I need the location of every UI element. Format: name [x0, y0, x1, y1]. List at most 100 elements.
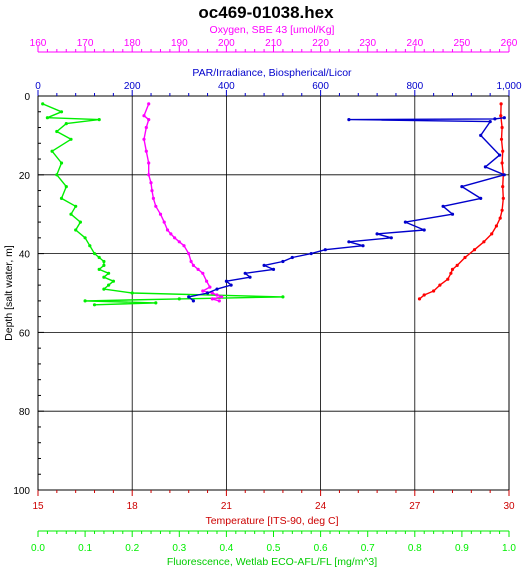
fluorescence-data-point [130, 291, 134, 295]
par-axis-label: PAR/Irradiance, Biospherical/Licor [192, 67, 352, 79]
fluorescence-tick-label: 1.0 [502, 543, 516, 554]
par-data-point [460, 185, 464, 189]
fluorescence-axis-label: Fluorescence, Wetlab ECO-AFL/FL [mg/m^3] [167, 556, 377, 568]
oxygen-data-point [151, 196, 155, 200]
plot-area [37, 95, 510, 491]
par-data-point [441, 204, 445, 208]
oxygen-series-line [143, 103, 223, 302]
temperature-tick-label: 15 [32, 501, 44, 512]
oxygen-data-point [165, 228, 170, 232]
fluorescence-data-point [83, 236, 87, 240]
fluorescence-data-point [107, 271, 111, 275]
oxygen-data-point [142, 137, 146, 141]
par-tick-label: 200 [124, 81, 141, 92]
par-data-point [479, 196, 483, 200]
fluorescence-tick-label: 0.0 [31, 543, 45, 554]
temperature-data-point [449, 271, 453, 275]
temperature-data-point [450, 267, 455, 271]
fluorescence-data-point [177, 297, 181, 301]
par-data-point [224, 279, 228, 283]
fluorescence-data-point [102, 275, 106, 279]
oxygen-data-point [210, 291, 214, 295]
par-data-point [281, 259, 285, 264]
oxygen-data-point [162, 220, 166, 224]
par-data-point [191, 299, 195, 303]
temperature-tick-label: 24 [315, 501, 327, 512]
temperature-tick-label: 30 [503, 501, 515, 512]
fluorescence-tick-label: 0.3 [172, 543, 186, 554]
par-tick-label: 1,000 [496, 81, 521, 92]
fluorescence-tick-label: 0.5 [267, 543, 281, 554]
oxygen-data-point [187, 252, 191, 256]
temperature-data-point [463, 255, 467, 260]
temperature-tick-label: 18 [127, 501, 139, 512]
oxygen-tick-label: 160 [30, 38, 47, 49]
fluorescence-data-point [97, 255, 101, 260]
par-data-point [483, 165, 487, 169]
par-data-point [403, 220, 407, 224]
temperature-data-point [501, 196, 505, 200]
par-data-point [375, 232, 379, 236]
fluorescence-data-point [92, 252, 97, 256]
oxygen-data-point [208, 285, 212, 289]
oxygen-tick-label: 190 [171, 38, 188, 49]
oxygen-tick-label: 230 [359, 38, 376, 49]
temperature-data-point [494, 224, 498, 228]
temperature-data-point [472, 248, 477, 252]
oxygen-data-point [154, 204, 158, 208]
fluorescence-tick-label: 0.1 [78, 543, 92, 554]
temperature-data-point [501, 149, 505, 153]
fluorescence-series-line [42, 103, 284, 306]
temperature-data-point [499, 114, 503, 118]
temperature-axis-label: Temperature [ITS-90, deg C] [205, 515, 338, 527]
fluorescence-tick-label: 0.2 [125, 543, 139, 554]
par-data-point [187, 295, 191, 299]
par-data-point [243, 271, 247, 275]
fluorescence-data-point [59, 161, 64, 165]
oxygen-data-point [173, 236, 177, 240]
par-data-point [290, 255, 294, 260]
par-data-point [271, 267, 276, 271]
fluorescence-data-point [281, 295, 285, 299]
oxygen-data-point [215, 293, 219, 297]
par-tick-label: 800 [406, 81, 423, 92]
temperature-data-point [499, 102, 503, 106]
temperature-data-point [501, 185, 505, 189]
temperature-data-point [499, 137, 504, 141]
oxygen-axis-label: Oxygen, SBE 43 [umol/Kg] [210, 24, 335, 36]
fluorescence-data-point [102, 259, 106, 264]
depth-tick-label: 80 [19, 407, 31, 418]
oxygen-tick-label: 220 [312, 38, 329, 49]
temperature-data-point [482, 240, 486, 244]
par-data-point [229, 283, 233, 287]
fluorescence-data-point [102, 263, 106, 267]
depth-tick-label: 20 [19, 171, 31, 182]
temperature-data-point [490, 232, 494, 236]
fluorescence-data-point [102, 287, 106, 291]
temperature-data-point [455, 263, 459, 267]
depth-axis-label: Depth [salt water, m] [3, 245, 15, 341]
temperature-data-point [417, 297, 422, 301]
oxygen-tick-label: 260 [501, 38, 518, 49]
grid [38, 96, 509, 490]
par-data-point [248, 275, 252, 279]
temperature-data-point [432, 289, 436, 293]
temperature-data-point [438, 283, 442, 287]
fluorescence-tick-label: 0.9 [455, 543, 469, 554]
oxygen-data-point [147, 173, 151, 177]
par-data-point [262, 263, 266, 267]
fluorescence-data-point [41, 102, 45, 106]
fluorescence-tick-label: 0.7 [361, 543, 375, 554]
par-data-point [309, 252, 313, 256]
oxygen-data-point [147, 161, 151, 165]
fluorescence-data-point [64, 122, 68, 126]
fluorescence-data-point [50, 149, 54, 153]
oxygen-data-point [220, 295, 224, 299]
temperature-series-line [419, 103, 504, 300]
fluorescence-data-point [88, 244, 92, 248]
oxygen-data-point [144, 149, 148, 153]
fluorescence-data-point [154, 301, 158, 305]
par-data-point [215, 287, 219, 291]
